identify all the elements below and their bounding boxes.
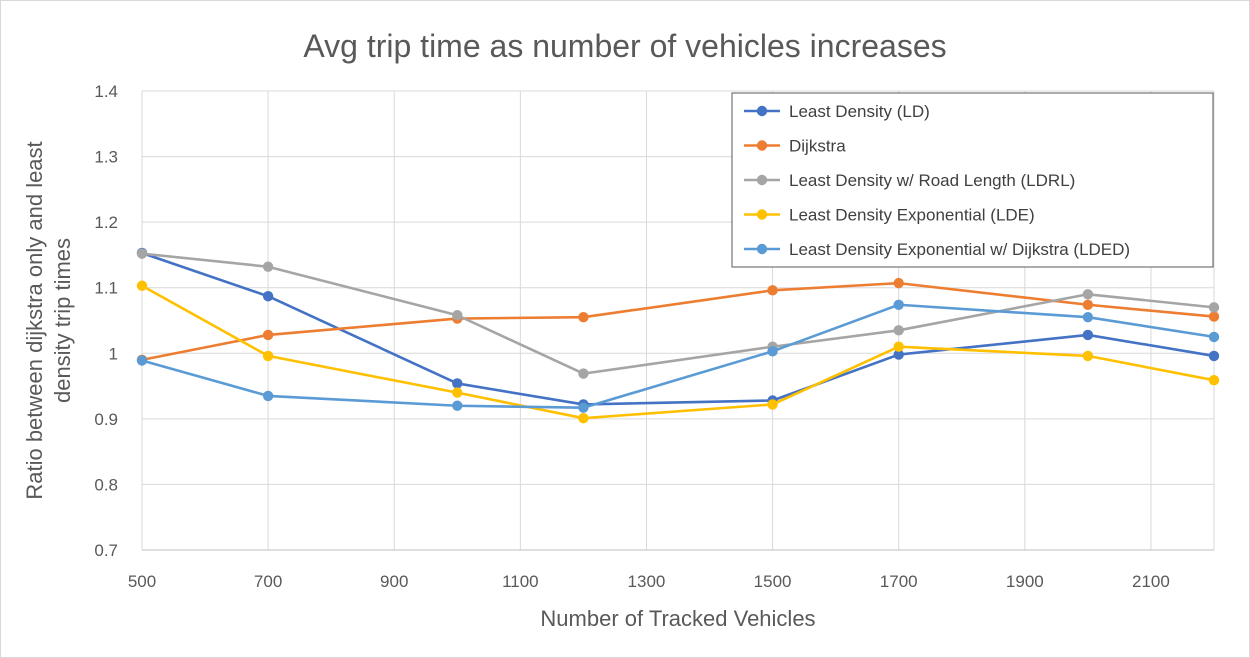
series-line — [140, 252, 1216, 375]
legend-swatch-marker — [756, 105, 768, 117]
data-point — [578, 312, 589, 323]
series-5 — [136, 299, 1220, 413]
data-point — [1208, 311, 1220, 322]
y-tick-label: 1.3 — [94, 148, 118, 167]
legend-label: Least Density Exponential w/ Dijkstra (L… — [789, 240, 1130, 259]
x-tick-label: 900 — [380, 572, 408, 591]
legend-item: Least Density (LD) — [744, 102, 930, 121]
y-axis-title-line-2: density trip times — [50, 238, 75, 403]
x-tick-label: 2100 — [1132, 572, 1170, 591]
legend: Least Density (LD) Dijkstra Least Density … — [731, 92, 1214, 268]
data-point — [452, 400, 463, 411]
data-point — [136, 355, 148, 366]
data-point — [1082, 329, 1094, 341]
data-point — [262, 329, 274, 341]
series-1 — [136, 247, 1220, 410]
legend-label: Dijkstra — [789, 137, 846, 156]
data-point — [767, 399, 778, 410]
data-point — [893, 325, 904, 336]
legend-item: Least Density Exponential w/ Dijkstra (L… — [744, 240, 1130, 259]
legend-label: Least Density w/ Road Length (LDRL) — [789, 171, 1075, 190]
legend-swatch-marker — [756, 243, 768, 255]
data-point — [767, 346, 778, 357]
data-point — [1082, 350, 1094, 362]
y-tick-label: 1.1 — [94, 279, 118, 298]
x-tick-label: 500 — [128, 572, 156, 591]
y-axis-title-line-1: Ratio between dijkstra only and least — [22, 141, 47, 499]
data-point — [452, 310, 463, 321]
legend-swatch-marker — [756, 140, 768, 151]
data-point — [1082, 312, 1094, 323]
x-tick-label: 1900 — [1006, 572, 1044, 591]
y-tick-label: 1 — [109, 344, 118, 363]
y-tick-label: 1.4 — [94, 82, 118, 101]
data-point — [578, 413, 589, 424]
data-point — [1208, 302, 1220, 313]
data-point — [452, 378, 463, 389]
x-tick-label: 1500 — [754, 572, 792, 591]
legend-item: Dijkstra — [744, 137, 846, 156]
data-point — [1082, 299, 1094, 310]
x-tick-label: 1100 — [502, 572, 539, 591]
series-2 — [136, 277, 1220, 366]
series-line — [140, 284, 1216, 420]
x-tick-label: 700 — [254, 572, 282, 591]
series-line — [140, 251, 1216, 406]
legend-swatch-marker — [756, 174, 768, 186]
data-point — [1208, 374, 1220, 386]
data-point — [1082, 289, 1094, 300]
series-line — [140, 281, 1216, 362]
data-point — [136, 248, 148, 259]
legend-swatch-marker — [756, 209, 768, 220]
y-axis-title-group: Ratio between dijkstra only and least de… — [22, 141, 75, 499]
y-tick-label: 0.7 — [94, 541, 118, 560]
data-point — [578, 368, 589, 379]
data-point — [893, 341, 904, 352]
data-point — [578, 402, 589, 413]
data-point — [893, 277, 904, 289]
series-3 — [136, 248, 1220, 379]
data-point — [452, 387, 463, 398]
legend-label: Least Density (LD) — [789, 102, 930, 121]
data-point — [262, 261, 274, 272]
data-point — [1208, 331, 1220, 343]
y-tick-label: 1.2 — [94, 213, 118, 232]
data-point — [262, 350, 274, 362]
series-layer — [136, 247, 1220, 424]
x-axis-tick-labels: 500 700 900 1100 1300 1500 1700 1900 2100 — [128, 572, 1170, 591]
data-point — [262, 291, 274, 302]
legend-label: Least Density Exponential (LDE) — [789, 206, 1035, 225]
series-4 — [136, 280, 1220, 424]
legend-item: Least Density w/ Road Length (LDRL) — [744, 171, 1075, 190]
data-point — [1208, 350, 1220, 362]
data-point — [136, 280, 148, 291]
x-axis-title: Number of Tracked Vehicles — [540, 606, 815, 631]
data-point — [767, 285, 778, 296]
data-point — [893, 349, 904, 360]
legend-item: Least Density Exponential (LDE) — [744, 206, 1035, 225]
y-tick-label: 0.9 — [94, 410, 118, 429]
x-tick-label: 1700 — [880, 572, 918, 591]
y-tick-label: 0.8 — [94, 475, 118, 494]
data-point — [893, 299, 904, 310]
chart-title: Avg trip time as number of vehicles incr… — [303, 28, 946, 64]
y-axis-tick-labels: 0.7 0.8 0.9 1 1.1 1.2 1.3 1.4 — [94, 82, 118, 560]
series-line — [140, 303, 1216, 410]
legend-box — [731, 92, 1214, 268]
x-tick-label: 1300 — [628, 572, 666, 591]
data-point — [262, 390, 274, 402]
